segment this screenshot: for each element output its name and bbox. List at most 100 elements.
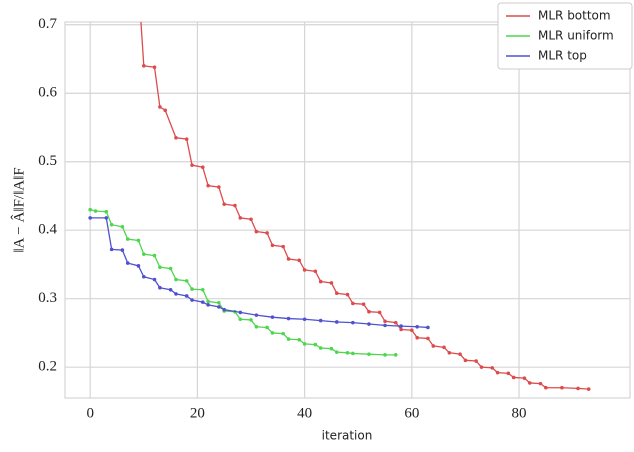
point [399, 327, 403, 332]
y-tick-label: 0.4 [38, 222, 57, 238]
plot-area [64, 21, 631, 399]
point [88, 207, 92, 212]
point [190, 298, 194, 302]
point [431, 344, 436, 348]
point [415, 324, 419, 329]
point [254, 229, 259, 234]
point [490, 366, 495, 370]
point [302, 268, 307, 272]
point [190, 163, 194, 167]
point [200, 165, 205, 169]
point [538, 381, 543, 386]
point [184, 137, 189, 141]
point [238, 317, 243, 322]
point [351, 301, 355, 306]
point [233, 203, 237, 208]
point [217, 301, 221, 305]
point [152, 253, 157, 258]
point [297, 258, 302, 263]
point [206, 303, 210, 307]
point [393, 320, 398, 325]
point [522, 376, 527, 380]
point [206, 299, 210, 304]
point [329, 281, 334, 285]
point [184, 294, 189, 298]
point [318, 346, 323, 350]
point [302, 342, 307, 346]
y-tick-label: 0.7 [38, 16, 57, 32]
point [168, 287, 173, 292]
point [281, 331, 285, 336]
point [334, 320, 339, 324]
point [152, 65, 157, 70]
point [158, 285, 162, 290]
point [120, 248, 125, 252]
point [158, 265, 162, 269]
point [495, 370, 500, 375]
point [447, 350, 452, 355]
point [527, 381, 532, 385]
point [222, 202, 227, 206]
point [351, 320, 355, 325]
point [200, 300, 205, 304]
legend-label: MLR top [538, 49, 587, 63]
point [163, 108, 168, 113]
point [265, 231, 269, 235]
series-line [90, 217, 428, 329]
legend-label: MLR bottom [538, 9, 611, 23]
x-tick-label: 80 [512, 405, 527, 421]
point [442, 345, 446, 350]
point [377, 310, 382, 315]
point [265, 325, 269, 330]
point [270, 315, 275, 319]
legend-label: MLR uniform [538, 29, 614, 43]
point [270, 243, 275, 248]
y-tick-label: 0.2 [38, 359, 57, 375]
point [313, 269, 318, 274]
point [329, 346, 334, 351]
point [174, 292, 178, 296]
point [190, 287, 194, 291]
point [367, 322, 371, 326]
point [334, 350, 339, 354]
point [383, 353, 387, 357]
point [152, 277, 157, 282]
point [318, 318, 323, 323]
point [141, 252, 146, 256]
y-tick-label: 0.3 [38, 290, 57, 306]
point [217, 305, 221, 309]
point [313, 342, 318, 347]
point [184, 279, 189, 283]
point [286, 337, 291, 341]
point [238, 310, 243, 315]
point [576, 386, 580, 391]
y-tick-label: 0.6 [38, 85, 57, 101]
point [351, 351, 355, 356]
point [399, 324, 403, 328]
point [141, 274, 146, 279]
point [458, 352, 462, 356]
point [174, 277, 178, 282]
point [367, 309, 371, 314]
point [286, 316, 291, 321]
point [222, 307, 227, 312]
point [174, 135, 178, 140]
x-tick-label: 60 [404, 405, 419, 421]
point [318, 279, 323, 284]
y-tick-label: 0.5 [38, 153, 57, 169]
point [544, 385, 548, 390]
point [415, 335, 419, 340]
point [249, 318, 253, 322]
point [334, 291, 339, 296]
point [136, 264, 141, 268]
point [141, 64, 146, 68]
y-axis-label: ‖A − Â‖F/‖A‖F [10, 167, 27, 252]
point [93, 209, 98, 213]
point [463, 358, 468, 363]
point [345, 350, 350, 355]
point [586, 387, 591, 391]
point [426, 336, 430, 341]
point [120, 224, 125, 229]
point [297, 337, 302, 342]
